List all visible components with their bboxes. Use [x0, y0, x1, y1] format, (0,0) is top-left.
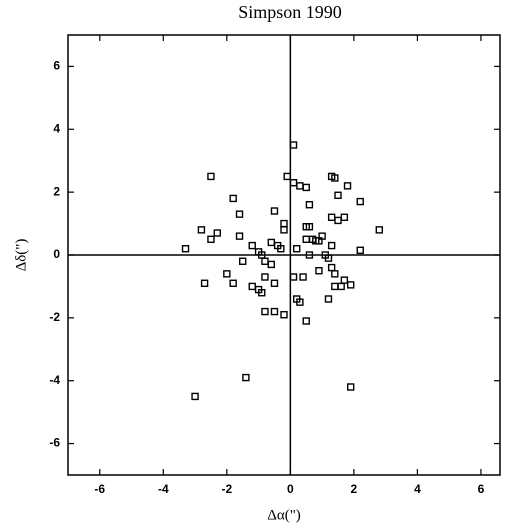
point — [181, 245, 190, 253]
point — [289, 141, 298, 149]
y-tick-label: 6 — [53, 59, 60, 73]
point — [270, 279, 279, 287]
point — [327, 241, 336, 250]
x-axis-label: Δα(") — [267, 507, 301, 523]
y-tick-label: 2 — [53, 184, 60, 198]
point — [327, 213, 336, 221]
point — [302, 223, 310, 231]
point — [331, 270, 339, 278]
y-tick-label: -6 — [49, 436, 60, 450]
point — [324, 254, 333, 262]
point — [267, 260, 275, 269]
point — [261, 307, 269, 316]
point — [347, 383, 355, 391]
point — [305, 251, 314, 259]
y-axis-label: Δδ(") — [13, 239, 29, 272]
point — [223, 270, 231, 278]
point — [308, 235, 317, 243]
x-tick-label: 6 — [478, 482, 485, 496]
y-tick-label: -2 — [49, 310, 60, 324]
point — [331, 282, 339, 291]
point — [242, 373, 250, 382]
x-tick-label: 2 — [351, 482, 358, 496]
point — [289, 273, 298, 281]
point — [299, 273, 307, 281]
x-tick-label: 0 — [287, 482, 294, 496]
point — [235, 232, 244, 240]
point — [280, 311, 288, 319]
point — [324, 295, 333, 303]
point — [207, 172, 215, 181]
x-tick-label: -6 — [94, 482, 105, 496]
point — [235, 210, 244, 218]
point — [293, 245, 301, 253]
point — [375, 226, 383, 234]
point — [356, 197, 364, 206]
point — [302, 235, 310, 243]
point — [239, 257, 247, 265]
point — [296, 182, 304, 190]
point — [229, 194, 237, 203]
point — [258, 289, 266, 297]
point — [334, 191, 342, 199]
y-tick-label: 4 — [53, 121, 60, 135]
point — [347, 281, 355, 289]
point — [207, 235, 215, 243]
point — [277, 245, 285, 253]
point — [305, 201, 314, 209]
x-tick-label: -2 — [221, 482, 232, 496]
point — [327, 263, 336, 272]
point — [331, 174, 339, 182]
point — [200, 279, 209, 287]
y-tick-label: 0 — [53, 247, 60, 261]
point — [296, 298, 304, 306]
point — [340, 213, 349, 221]
point — [302, 183, 310, 192]
point — [213, 229, 221, 237]
point — [340, 276, 349, 284]
point — [248, 282, 256, 291]
x-tick-label: 4 — [414, 482, 421, 496]
point — [356, 246, 364, 254]
point — [197, 226, 206, 234]
point — [280, 226, 288, 234]
y-tick-label: -4 — [49, 373, 60, 387]
point — [248, 241, 256, 250]
x-tick-label: -4 — [158, 482, 169, 496]
point — [302, 317, 310, 325]
point — [261, 273, 269, 281]
point — [270, 307, 279, 316]
point — [343, 182, 352, 190]
point — [315, 267, 323, 275]
point — [270, 207, 279, 215]
point — [289, 179, 298, 187]
point — [267, 238, 275, 247]
point — [283, 172, 291, 181]
point — [334, 216, 342, 225]
point — [280, 219, 288, 228]
point — [261, 257, 269, 265]
chart-title: Simpson 1990 — [238, 2, 342, 22]
point — [229, 279, 237, 287]
point — [191, 392, 199, 401]
point — [337, 282, 345, 291]
